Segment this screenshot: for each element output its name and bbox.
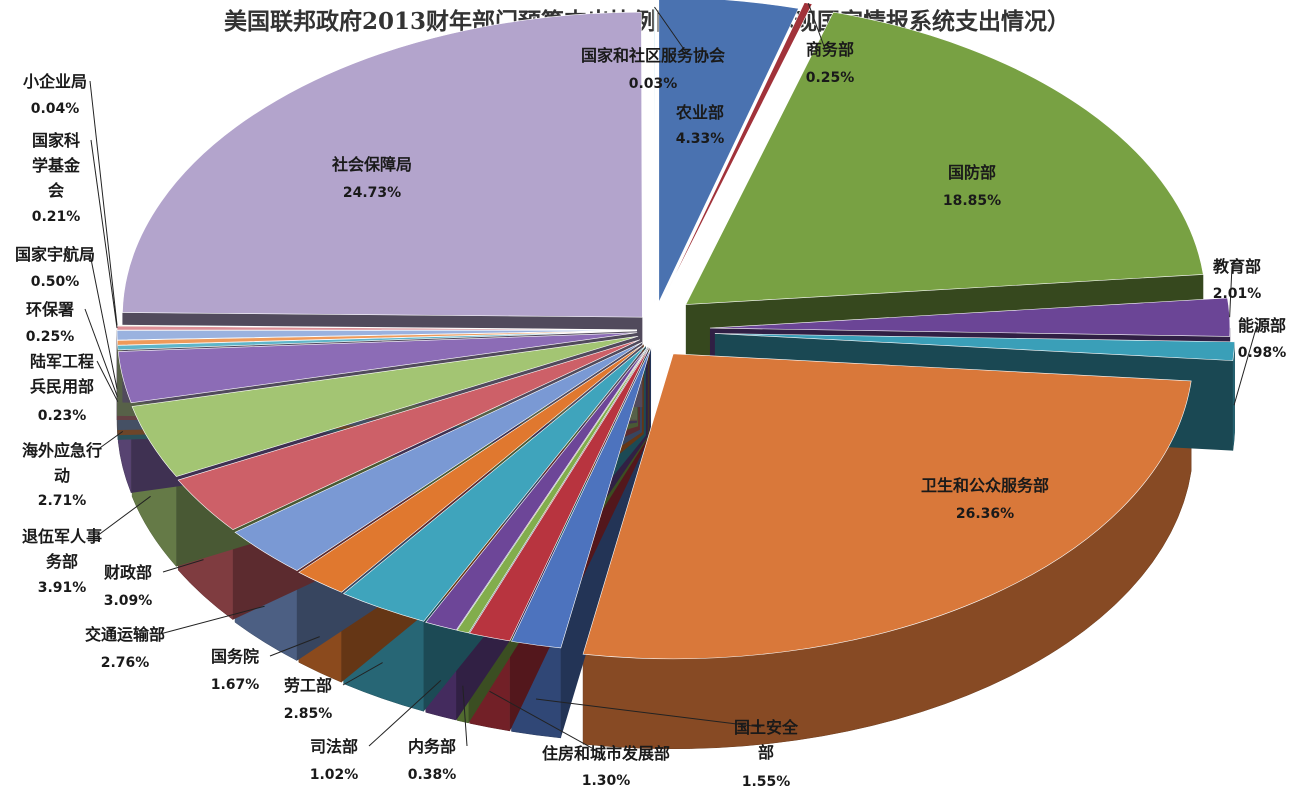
- leader-line-10: [342, 662, 383, 686]
- slice-name-label-3: 教育部: [1213, 257, 1261, 276]
- slice-name-label-12: 交通运输部: [85, 625, 165, 644]
- leader-lines: [84, 3, 1258, 754]
- slice-name-label-18: 国家宇航局: [15, 245, 95, 264]
- slice-value-label-19: 0.21%: [32, 209, 81, 225]
- slice-name-label-7: 住房和城市发展部: [542, 744, 670, 763]
- pie-slice-6: [511, 347, 652, 649]
- slice-value-label-5: 26.36%: [956, 506, 1014, 522]
- chart-title: 美国联邦政府2013财年部门预算支出比例图（本图不体现国家情报系统支出情况）: [223, 8, 1070, 35]
- slice-labels: 农业部 4.33% 商务部 0.25% 国防部 18.85% 教育部 2.01% 能源部 0.98…: [15, 40, 1286, 790]
- slice-name-label-9: 司法部: [310, 737, 358, 756]
- leader-line-22: [654, 6, 689, 56]
- pie-slice-8: [456, 346, 649, 634]
- slice-name-label-10: 劳工部: [284, 676, 332, 695]
- leader-line-18: [89, 253, 118, 390]
- slice-name-label-5: 卫生和公众服务部: [921, 476, 1049, 495]
- slice-value-label-7: 1.30%: [582, 773, 631, 789]
- pie-slice-7: [469, 346, 650, 642]
- slice-value-label-21: 24.73%: [343, 185, 401, 201]
- pie-slice-9: [425, 346, 649, 631]
- slice-name-label-16: 兵民用部: [30, 377, 94, 396]
- leader-line-3: [1229, 265, 1233, 318]
- leader-line-8: [462, 685, 468, 747]
- leader-line-7: [489, 690, 602, 754]
- slice-name-label-20: 小企业局: [23, 72, 87, 91]
- pie-slice-0: [658, 0, 799, 303]
- pie-slice-5: [582, 353, 1192, 660]
- slice-name-label-6: 部: [758, 743, 774, 762]
- slice-value-label-4: 0.98%: [1238, 345, 1287, 361]
- slice-name-label-11: 国务院: [211, 647, 259, 666]
- slice-name-label-19: 国家科: [32, 131, 80, 150]
- slice-name-label-13: 财政部: [103, 563, 152, 582]
- slice-name-label-0: 农业部: [675, 103, 724, 122]
- slice-name-label-14: 退伍军人事: [22, 527, 102, 546]
- leader-line-20: [89, 80, 118, 326]
- slice-value-label-17: 0.25%: [26, 329, 75, 345]
- slice-name-label-19: 会: [48, 181, 64, 200]
- slice-value-label-10: 2.85%: [284, 706, 333, 722]
- slice-value-label-18: 0.50%: [31, 274, 80, 290]
- pie-slice-15: [117, 332, 638, 404]
- slice-name-label-4: 能源部: [1238, 316, 1286, 335]
- slice-value-label-16: 0.23%: [38, 408, 87, 424]
- slice-value-label-2: 18.85%: [943, 193, 1001, 209]
- slice-name-label-14: 务部: [46, 552, 78, 571]
- pie-slice-17: [116, 330, 638, 346]
- slice-value-label-0: 4.33%: [676, 131, 725, 147]
- slice-value-label-22: 0.03%: [629, 76, 678, 92]
- slice-name-label-2: 国防部: [948, 163, 996, 182]
- slice-name-label-8: 内务部: [408, 737, 456, 756]
- slice-name-label-15: 动: [54, 466, 70, 485]
- leader-line-16: [96, 360, 119, 402]
- slice-value-label-11: 1.67%: [211, 677, 260, 693]
- pie-slice-1: [664, 2, 813, 297]
- slice-name-label-19: 学基金: [32, 156, 81, 175]
- leader-line-19: [90, 139, 118, 329]
- pie-slice-12: [234, 342, 643, 571]
- slice-value-label-1: 0.25%: [806, 70, 855, 86]
- pie-slice-2: [685, 11, 1204, 305]
- slice-name-label-22: 国家和社区服务协会: [581, 46, 725, 65]
- pie-slice-3: [709, 297, 1231, 337]
- slice-name-label-16: 陆军工程: [30, 352, 94, 371]
- slice-name-label-1: 商务部: [806, 40, 854, 59]
- leader-line-15: [96, 430, 124, 451]
- leader-line-6: [535, 698, 762, 728]
- pie-slices: [116, 0, 1236, 660]
- slice-name-label-17: 环保署: [26, 300, 74, 319]
- pie-slice-14: [131, 335, 639, 477]
- pie-slice-13: [177, 339, 641, 531]
- leader-line-4: [1233, 324, 1258, 406]
- slice-value-label-14: 3.91%: [38, 580, 87, 596]
- slice-value-label-20: 0.04%: [31, 101, 80, 117]
- pie-slice-10: [343, 345, 647, 622]
- slice-value-label-3: 2.01%: [1213, 286, 1262, 302]
- slice-value-label-12: 2.76%: [101, 655, 150, 671]
- pie-slice-11: [298, 343, 644, 593]
- pie-slice-21: [122, 11, 643, 318]
- slice-value-label-6: 1.55%: [742, 774, 791, 790]
- slice-value-label-15: 2.71%: [38, 493, 87, 509]
- slice-value-label-9: 1.02%: [310, 767, 359, 783]
- leader-line-17: [84, 308, 118, 398]
- leader-line-14: [96, 495, 151, 537]
- slice-value-label-13: 3.09%: [104, 593, 153, 609]
- slice-name-label-21: 社会保障局: [331, 155, 412, 174]
- slice-name-label-6: 国土安全: [734, 718, 799, 737]
- leader-line-13: [162, 559, 204, 573]
- leader-line-1: [807, 3, 826, 50]
- pie-slice-18: [116, 329, 638, 341]
- leader-line-9: [368, 679, 442, 747]
- leader-line-11: [269, 636, 320, 657]
- leader-line-12: [159, 605, 265, 635]
- slice-value-label-8: 0.38%: [408, 767, 457, 783]
- pie-slice-4: [714, 333, 1236, 361]
- slice-name-label-15: 海外应急行: [22, 441, 102, 460]
